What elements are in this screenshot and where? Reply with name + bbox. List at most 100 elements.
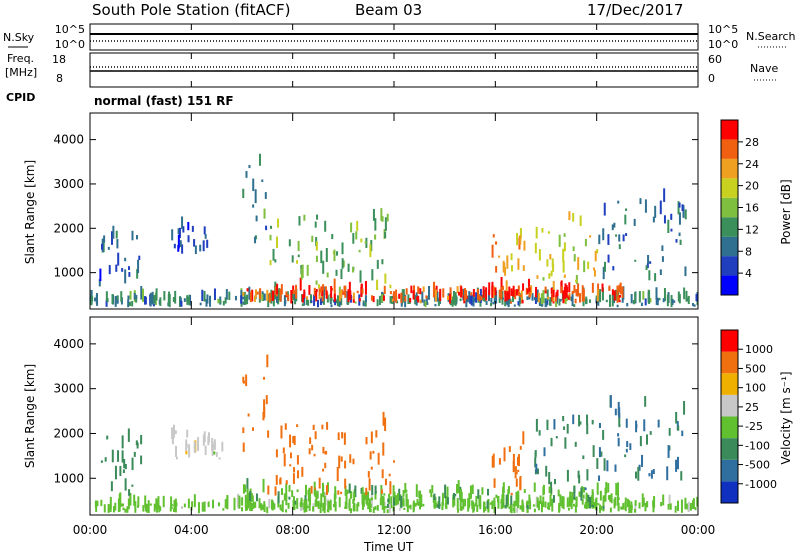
data-cell xyxy=(505,280,508,292)
data-cell xyxy=(242,442,245,452)
data-cell xyxy=(291,255,294,263)
data-cell xyxy=(342,260,345,268)
data-cell xyxy=(453,495,456,506)
data-cell xyxy=(622,234,625,242)
data-cell xyxy=(303,499,306,513)
data-cell xyxy=(547,231,550,234)
data-cell xyxy=(219,299,222,304)
power-colorbar-ticks: 28 24 20 16 12 8 4 xyxy=(738,136,759,280)
data-cell xyxy=(456,286,459,294)
data-cell xyxy=(280,284,283,295)
nave-tick-top: 60 xyxy=(708,53,722,66)
data-cell xyxy=(563,242,566,252)
data-cell xyxy=(575,502,578,506)
data-cell xyxy=(417,295,420,303)
data-cell xyxy=(350,222,353,233)
data-cell xyxy=(646,263,649,269)
data-cell xyxy=(345,493,348,507)
data-cell xyxy=(563,274,566,278)
data-cell xyxy=(414,502,417,507)
data-cell xyxy=(451,296,454,307)
data-cell xyxy=(603,458,606,471)
colorbar-tick-label: -1000 xyxy=(745,478,777,491)
data-cell xyxy=(483,505,486,509)
data-cell xyxy=(482,291,485,296)
data-cell xyxy=(504,300,507,307)
data-cell xyxy=(517,258,520,270)
data-cell xyxy=(408,505,411,508)
data-cell xyxy=(536,289,539,303)
data-cell xyxy=(479,288,482,303)
data-cell xyxy=(507,486,510,494)
data-cell xyxy=(274,259,277,263)
data-cell xyxy=(256,291,259,295)
data-cell xyxy=(312,424,315,431)
data-cell xyxy=(242,427,245,434)
data-cell xyxy=(128,266,131,270)
data-cell xyxy=(179,300,182,305)
data-cell xyxy=(692,303,695,307)
data-cell xyxy=(541,228,544,233)
data-cell xyxy=(498,255,501,258)
data-cell xyxy=(538,430,541,436)
data-cell xyxy=(673,300,676,303)
data-cell xyxy=(383,504,386,514)
data-cell xyxy=(450,294,453,300)
data-cell xyxy=(583,487,586,493)
data-cell xyxy=(518,291,521,297)
data-cell xyxy=(194,245,197,255)
data-cell xyxy=(370,431,373,444)
data-cell xyxy=(565,284,568,298)
data-cell xyxy=(607,234,610,245)
data-cell xyxy=(384,417,387,431)
data-cell xyxy=(572,212,575,222)
data-cell xyxy=(242,376,245,383)
data-cell xyxy=(298,216,301,226)
data-cell xyxy=(320,288,323,293)
colorbar-cell xyxy=(721,178,738,198)
data-cell xyxy=(244,484,247,493)
data-cell xyxy=(587,261,590,270)
colorbar-cell xyxy=(721,275,738,295)
data-cell xyxy=(238,495,241,509)
data-cell xyxy=(376,504,379,511)
cpid-mode: normal (fast) 151 RF xyxy=(94,94,234,108)
data-cell xyxy=(583,504,586,509)
data-cell xyxy=(376,299,379,307)
data-cell xyxy=(129,290,132,300)
colorbar-cell xyxy=(721,330,738,352)
data-cell xyxy=(179,297,182,302)
data-cell xyxy=(591,419,594,425)
data-cell xyxy=(241,507,244,512)
data-cell xyxy=(124,257,127,262)
data-cell xyxy=(133,494,136,506)
data-cell xyxy=(494,287,497,296)
data-cell xyxy=(462,288,465,301)
data-cell xyxy=(515,478,518,487)
data-cell xyxy=(356,503,359,512)
data-cell xyxy=(106,297,109,303)
data-cell xyxy=(487,488,490,496)
data-cell xyxy=(508,286,511,300)
data-cell xyxy=(90,298,93,306)
data-cell xyxy=(285,495,288,506)
data-cell xyxy=(335,269,338,276)
data-cell xyxy=(311,444,314,451)
data-cell xyxy=(333,249,336,262)
data-cell xyxy=(296,424,299,428)
data-cell xyxy=(456,497,459,510)
data-cell xyxy=(285,480,288,485)
data-cell xyxy=(534,457,537,468)
data-cell xyxy=(320,493,323,508)
data-cell xyxy=(476,504,479,512)
data-cell xyxy=(384,231,387,239)
data-cell xyxy=(201,289,204,302)
data-cell xyxy=(123,459,126,469)
data-cell xyxy=(187,221,190,231)
freq-label: Freq. xyxy=(7,52,34,65)
data-cell xyxy=(188,444,191,458)
data-cell xyxy=(677,425,680,431)
data-cell xyxy=(598,447,601,458)
data-cell xyxy=(562,496,565,510)
data-cell xyxy=(687,295,690,305)
